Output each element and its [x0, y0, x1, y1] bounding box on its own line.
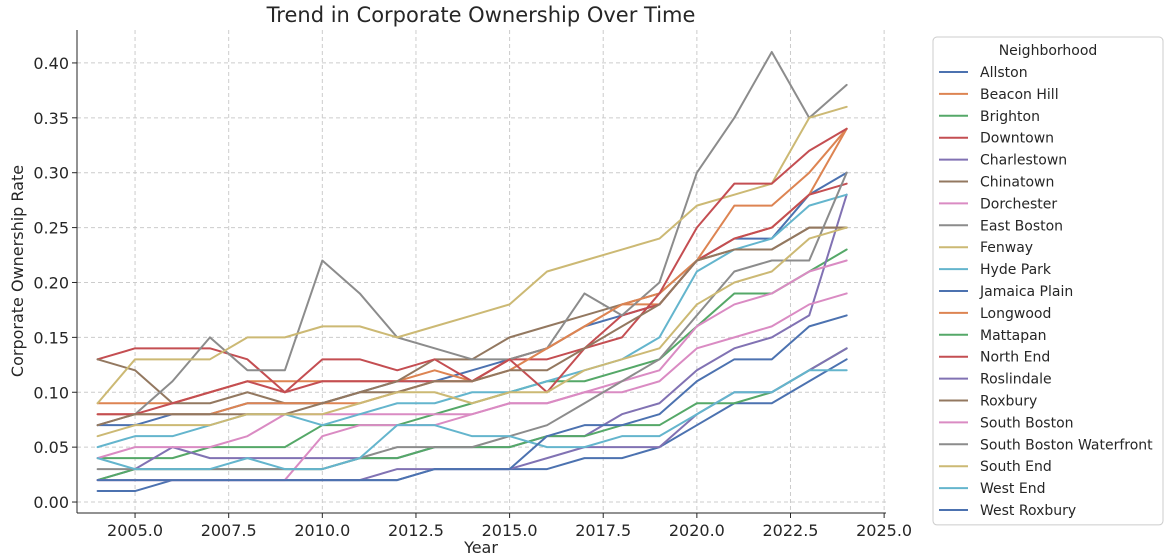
legend-entry: Mattapan: [980, 328, 1047, 344]
legend-entry: East Boston: [980, 218, 1063, 234]
y-tick-label: 0.35: [33, 109, 69, 128]
legend-entry: Hyde Park: [980, 262, 1052, 278]
x-tick-label: 2012.5: [388, 521, 444, 540]
x-tick-label: 2020.0: [669, 521, 725, 540]
legend-entry: Dorchester: [980, 196, 1057, 212]
y-tick-label: 0.40: [33, 54, 69, 73]
series-line-west-end: [96, 369, 848, 471]
legend-entry: Fenway: [980, 240, 1033, 256]
series-line-roxbury: [96, 226, 848, 427]
axes: 2005.0 2007.5 2010.0 2012.5 2015.0 2017.5 2020…: [33, 30, 912, 540]
series-line-brighton: [96, 248, 848, 460]
y-tick-label: 0.00: [33, 493, 69, 512]
y-tick-label: 0.15: [33, 328, 69, 347]
y-tick-label: 0.10: [33, 383, 69, 402]
y-tick-label: 0.30: [33, 164, 69, 183]
y-axis-label: Corporate Ownership Rate: [8, 165, 27, 377]
x-tick-label: 2007.5: [201, 521, 257, 540]
x-axis-label: Year: [463, 538, 498, 557]
legend-entry: Downtown: [980, 131, 1054, 147]
legend-entry: South Boston Waterfront: [980, 437, 1153, 453]
legend-entry: South End: [980, 459, 1052, 475]
legend-entry: Beacon Hill: [980, 87, 1059, 103]
legend-entry: Chinatown: [980, 175, 1054, 191]
legend-entry: Jamaica Plain: [979, 284, 1073, 300]
legend-entry: Roslindale: [980, 372, 1052, 388]
x-tick-label: 2017.5: [575, 521, 631, 540]
legend-title: Neighborhood: [999, 43, 1098, 59]
legend-entry: West End: [980, 481, 1045, 497]
legend-entry: Charlestown: [980, 153, 1067, 169]
series-line-beacon-hill: [96, 127, 848, 405]
series-line-west-roxbury: [96, 314, 848, 482]
legend-entry: Longwood: [980, 306, 1051, 322]
series-line-south-boston-waterfront: [96, 171, 848, 471]
series-line-south-boston: [96, 292, 848, 482]
y-tick-label: 0.05: [33, 438, 69, 457]
x-tick-label: 2005.0: [107, 521, 163, 540]
y-tick-label: 0.25: [33, 219, 69, 238]
legend-entry: South Boston: [980, 415, 1074, 431]
legend-entry: Roxbury: [980, 394, 1037, 410]
legend: Neighborhood Allston Beacon Hill Brighton Do…: [932, 36, 1164, 526]
y-tick-label: 0.20: [33, 273, 69, 292]
series-line-south-end: [96, 226, 848, 438]
x-tick-label: 2010.0: [294, 521, 350, 540]
legend-entry: Brighton: [980, 109, 1040, 125]
x-tick-label: 2022.5: [763, 521, 819, 540]
series-line-hyde-park: [96, 193, 848, 449]
series-lines: [96, 50, 848, 493]
legend-entry: West Roxbury: [980, 503, 1076, 519]
grid: [77, 30, 886, 513]
legend-entry: North End: [980, 350, 1050, 366]
series-line-downtown: [96, 182, 848, 394]
chart-title: Trend in Corporate Ownership Over Time: [266, 3, 696, 27]
x-tick-label: 2025.0: [856, 521, 912, 540]
legend-entry: Allston: [980, 65, 1028, 81]
series-line-east-boston: [96, 50, 848, 427]
x-tick-label: 2015.0: [482, 521, 538, 540]
series-line-allston: [96, 171, 848, 427]
legend-frame: [932, 36, 1164, 526]
